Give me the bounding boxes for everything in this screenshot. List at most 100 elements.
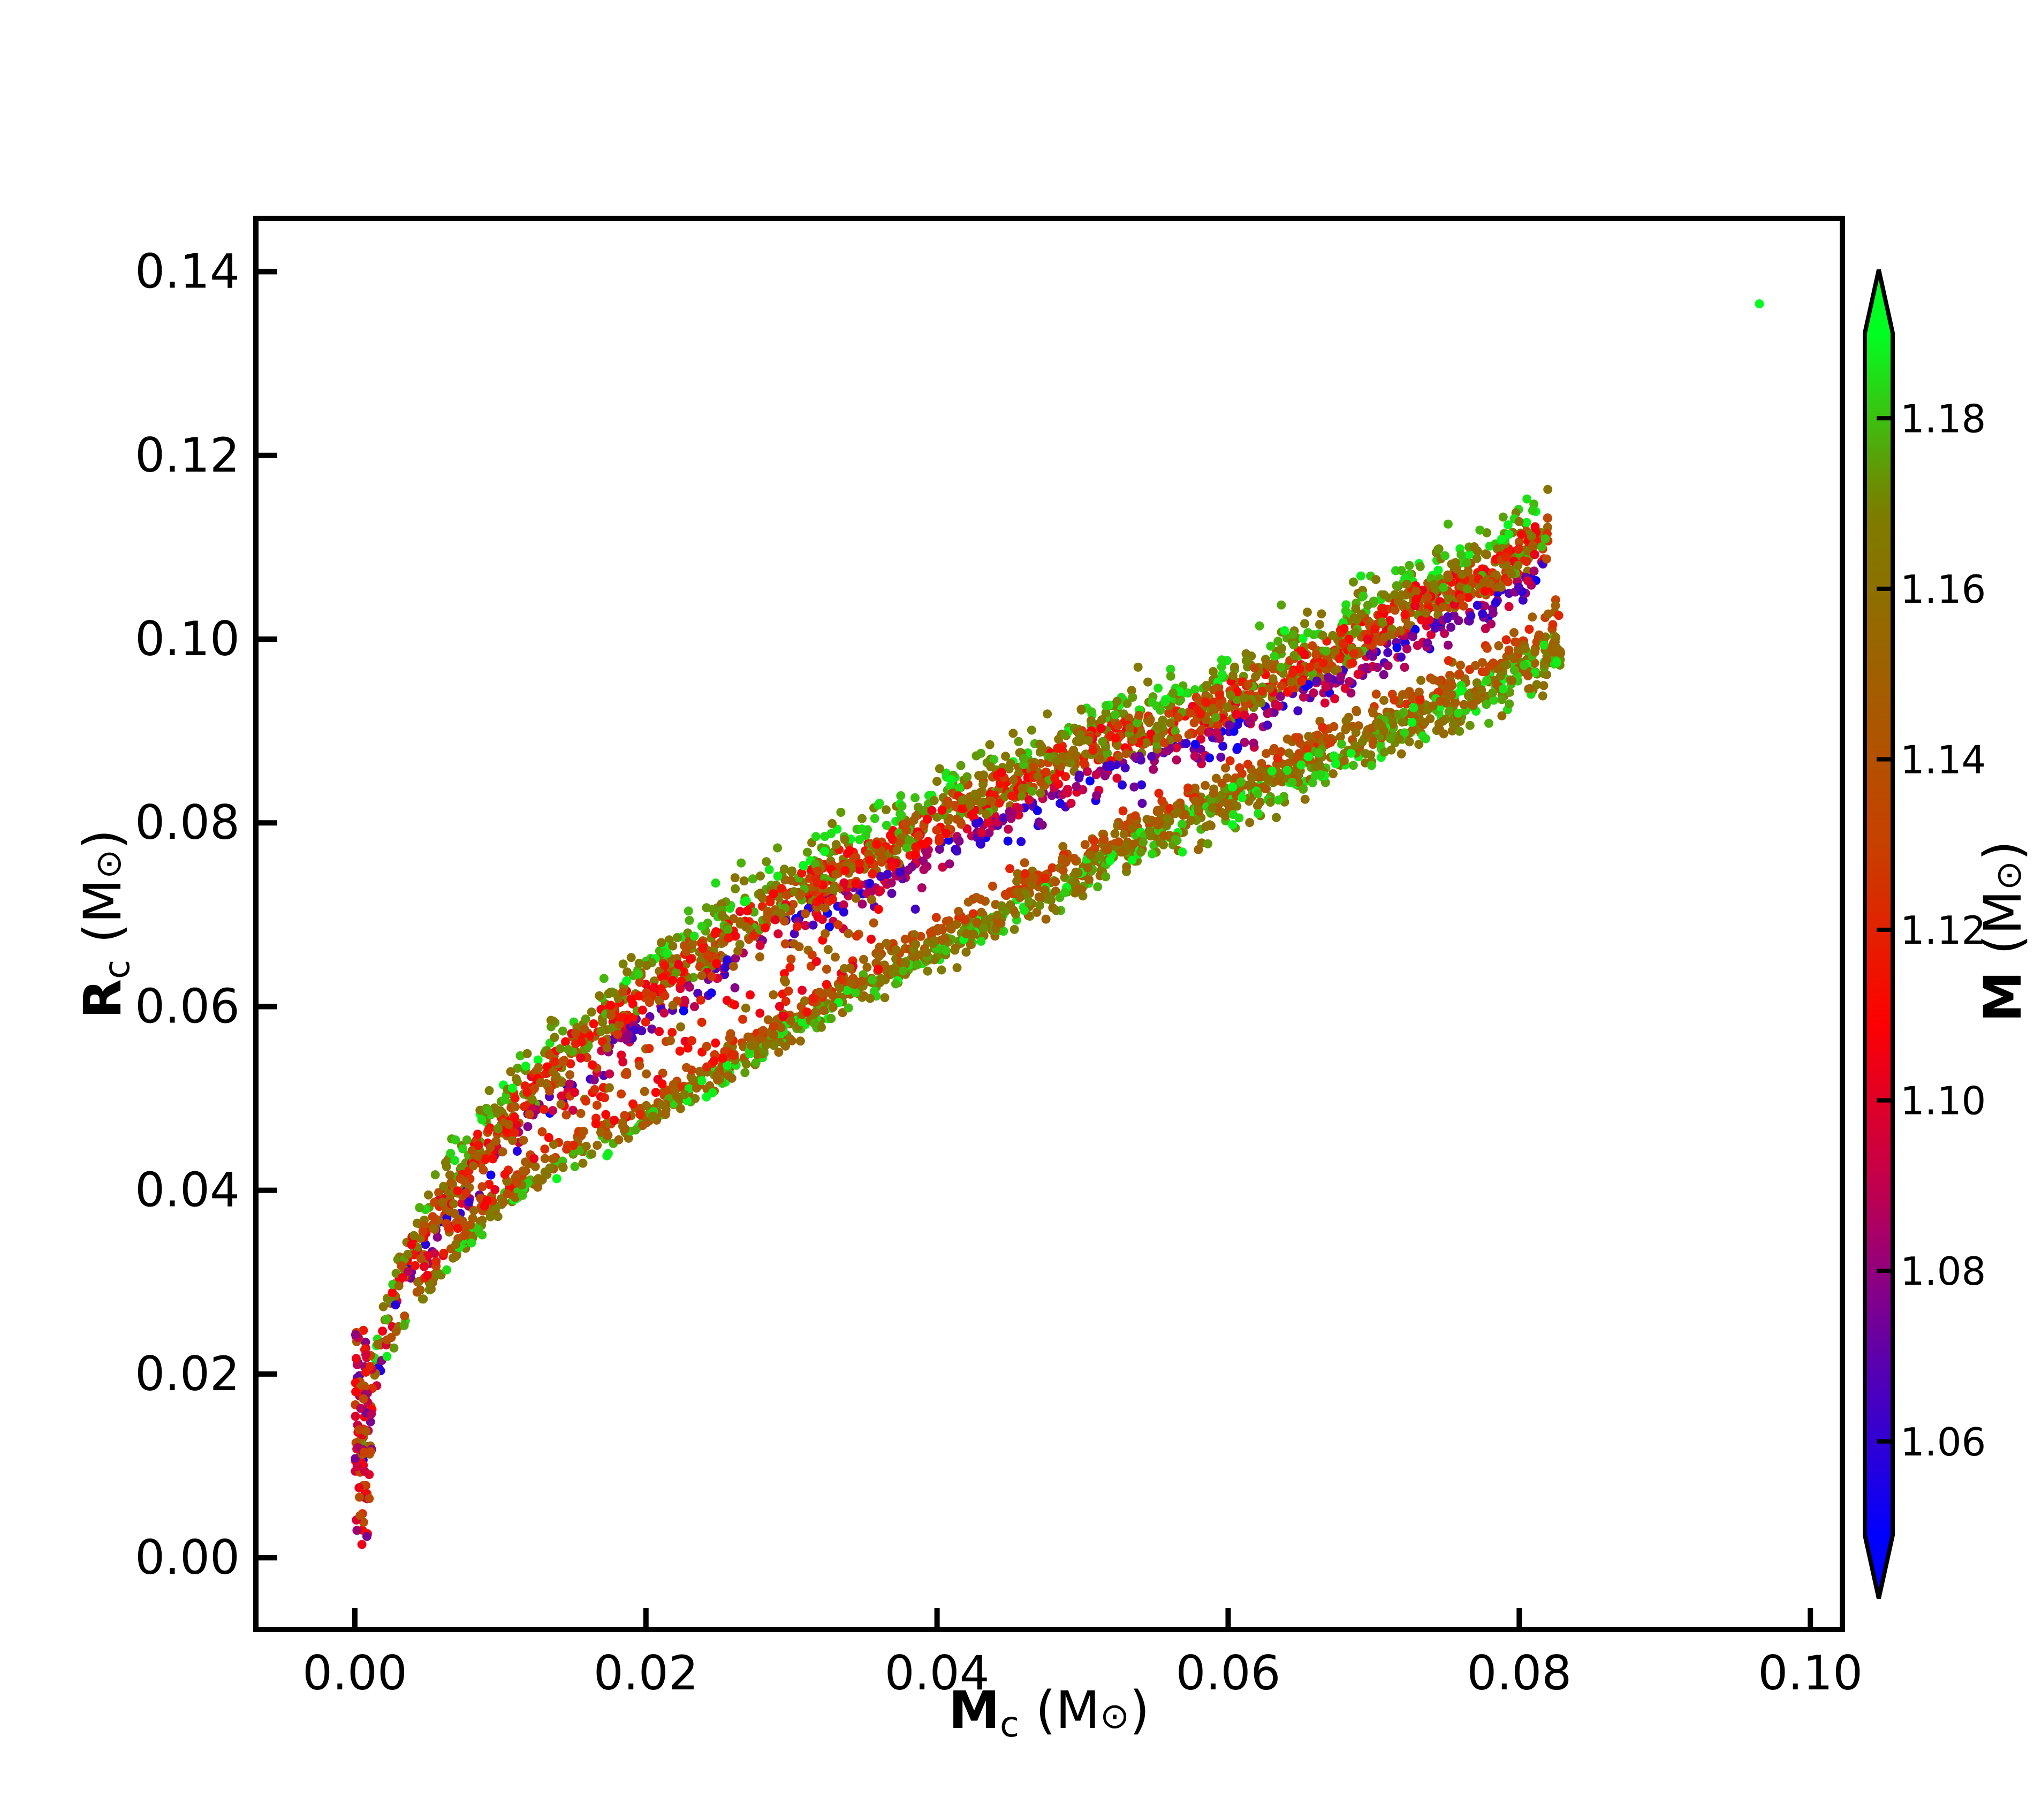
data-point (618, 959, 628, 969)
data-point (1190, 685, 1200, 694)
data-point (808, 994, 817, 1003)
data-point (818, 989, 828, 999)
data-point (952, 846, 962, 856)
data-point (833, 920, 843, 930)
data-point (549, 1017, 558, 1026)
data-point (1504, 529, 1514, 539)
y-tick-label: 0.10 (135, 611, 240, 666)
data-point (672, 968, 681, 977)
data-point (1488, 688, 1497, 697)
data-point (683, 1043, 693, 1053)
data-point (1320, 778, 1330, 787)
data-point (1215, 691, 1224, 700)
data-point (542, 1062, 552, 1072)
data-point (622, 976, 632, 985)
data-point (1020, 906, 1029, 915)
data-point (895, 838, 905, 848)
data-point (1143, 677, 1152, 687)
data-point (968, 909, 978, 919)
data-point (911, 939, 921, 949)
data-point (635, 1060, 644, 1070)
data-point (1225, 756, 1235, 765)
data-point (1543, 484, 1553, 494)
data-point (787, 1036, 796, 1045)
data-point (359, 1394, 368, 1404)
data-point (656, 984, 666, 994)
data-point (1253, 789, 1263, 799)
data-point (1220, 811, 1230, 821)
data-point (690, 1094, 700, 1103)
data-point (799, 861, 809, 871)
data-point (1112, 774, 1122, 783)
data-point (581, 1096, 590, 1106)
data-point (657, 1079, 667, 1089)
data-point (1482, 643, 1492, 653)
data-point (618, 1118, 627, 1127)
data-point (717, 911, 727, 920)
data-point (927, 806, 937, 815)
data-point (1478, 609, 1487, 619)
data-point (685, 982, 694, 992)
data-point (1145, 715, 1155, 724)
data-point (780, 916, 789, 926)
data-point (1491, 570, 1501, 580)
data-point (600, 1093, 609, 1103)
data-point (1463, 566, 1473, 576)
data-point (1455, 726, 1464, 736)
data-point (676, 1104, 685, 1113)
data-point (539, 1105, 549, 1114)
data-point (1440, 551, 1450, 560)
data-point (675, 1046, 685, 1056)
data-point (512, 1120, 521, 1130)
data-point (507, 1083, 517, 1093)
data-point (1465, 721, 1475, 730)
data-point (820, 903, 830, 913)
data-point (1159, 738, 1169, 748)
data-point (1351, 604, 1361, 613)
data-point (942, 946, 951, 956)
data-point (708, 1088, 717, 1097)
data-point (485, 1212, 495, 1222)
data-point (1240, 693, 1249, 703)
data-point (1390, 605, 1400, 615)
data-point (445, 1170, 454, 1180)
data-point (1423, 638, 1432, 648)
data-point (351, 1454, 360, 1463)
data-point (1114, 837, 1124, 847)
data-point (1153, 684, 1163, 693)
data-point (1128, 823, 1137, 833)
data-point (581, 1014, 590, 1024)
data-point (1269, 744, 1279, 753)
data-point (690, 1002, 699, 1011)
data-point (1101, 708, 1111, 717)
data-point (1232, 710, 1241, 719)
data-point (1040, 885, 1050, 894)
data-point (1093, 882, 1103, 892)
data-point (1447, 690, 1456, 700)
data-point (938, 862, 947, 872)
data-point (811, 832, 821, 841)
data-point (1241, 649, 1251, 658)
data-point (1216, 700, 1225, 709)
data-point (757, 893, 767, 903)
data-point (533, 1055, 543, 1065)
data-point (779, 864, 789, 874)
data-point (1321, 682, 1331, 692)
data-point (796, 889, 806, 899)
data-point (977, 828, 986, 837)
data-point (1528, 612, 1537, 622)
data-point (593, 1141, 602, 1150)
data-point (399, 1321, 409, 1330)
data-point (695, 1067, 704, 1076)
data-point (765, 897, 775, 907)
data-point (843, 985, 852, 995)
data-point (1503, 520, 1513, 530)
data-point (789, 939, 799, 949)
data-point (1148, 849, 1157, 859)
data-point (527, 1095, 537, 1104)
data-point (895, 867, 905, 877)
data-point (1482, 528, 1492, 537)
data-point (634, 959, 644, 968)
data-point (1223, 702, 1232, 712)
data-point (685, 915, 694, 925)
